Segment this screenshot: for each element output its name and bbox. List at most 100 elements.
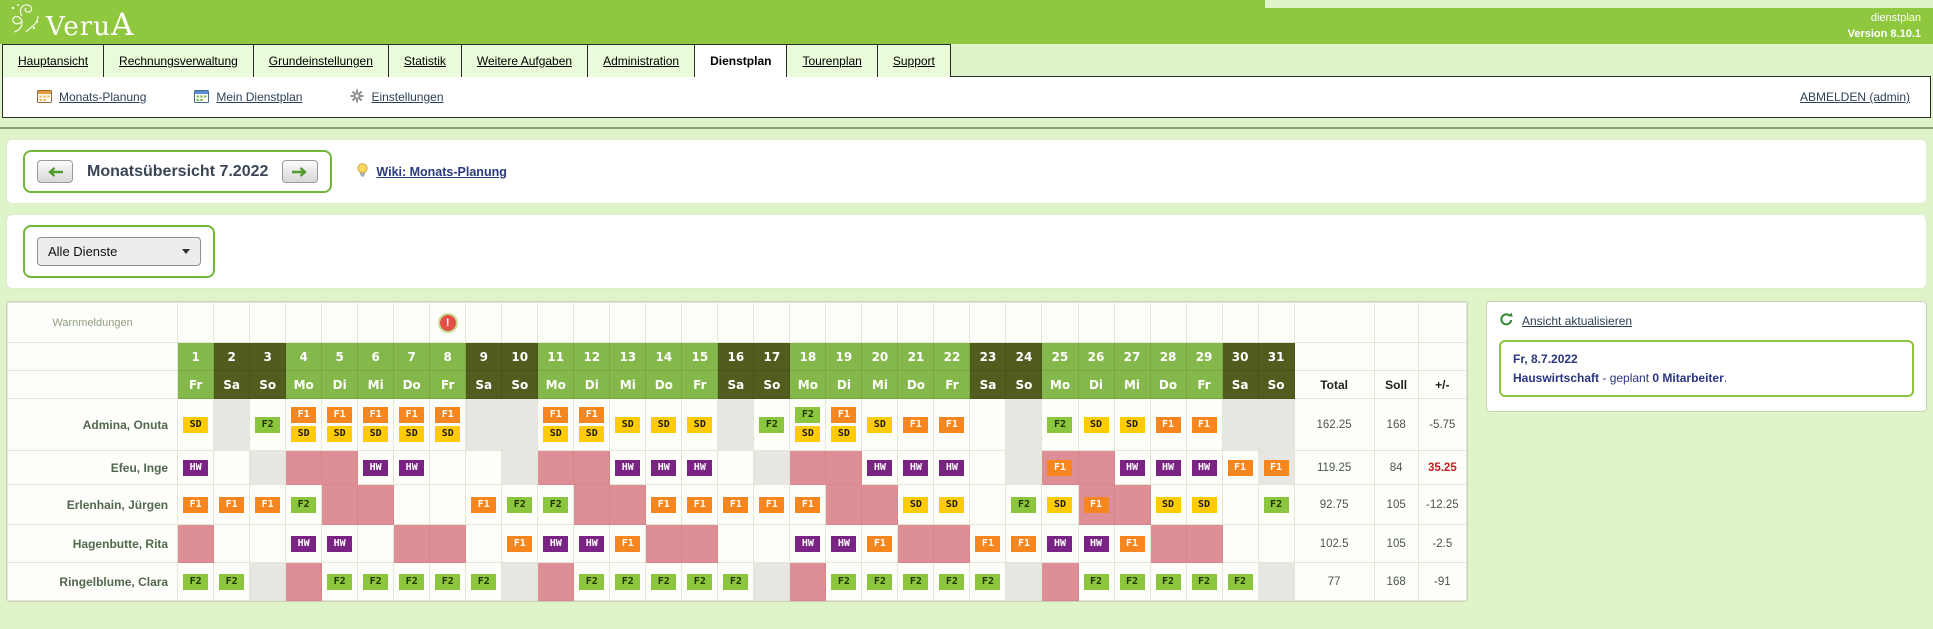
day-cell-6[interactable] (357, 484, 395, 525)
day-header-12[interactable]: 12 (573, 342, 611, 371)
day-cell-30[interactable] (1221, 398, 1259, 451)
day-cell-14[interactable]: SD (645, 398, 683, 451)
day-cell-12[interactable]: HW (573, 524, 611, 563)
wiki-link[interactable]: Wiki: Monats-Planung (356, 162, 507, 181)
day-cell-30[interactable] (1221, 524, 1259, 563)
day-cell-21[interactable]: HW (897, 450, 935, 485)
day-cell-28[interactable]: HW (1149, 450, 1187, 485)
day-cell-29[interactable]: SD (1185, 484, 1223, 525)
day-cell-21[interactable]: SD (897, 484, 935, 525)
day-cell-22[interactable]: F1 (933, 398, 971, 451)
tab-hauptansicht[interactable]: Hauptansicht (2, 44, 105, 77)
day-cell-4[interactable]: F2 (285, 484, 323, 525)
day-cell-8[interactable] (429, 524, 467, 563)
tab-administration[interactable]: Administration (587, 44, 696, 77)
day-cell-26[interactable]: F2 (1077, 562, 1115, 601)
day-cell-15[interactable]: HW (681, 450, 719, 485)
day-cell-10[interactable] (501, 450, 539, 485)
day-cell-26[interactable]: F1 (1077, 484, 1115, 525)
day-header-8[interactable]: 8 (429, 342, 467, 371)
day-cell-26[interactable] (1077, 450, 1115, 485)
day-cell-5[interactable]: F2 (321, 562, 359, 601)
day-cell-24[interactable] (1005, 450, 1043, 485)
day-cell-12[interactable]: F1 SD (573, 398, 611, 451)
day-header-22[interactable]: 22 (933, 342, 971, 371)
day-header-1[interactable]: 1 (177, 342, 215, 371)
day-cell-28[interactable]: F2 (1149, 562, 1187, 601)
tab-support[interactable]: Support (876, 44, 951, 77)
monats-planung-link[interactable]: Monats-Planung (37, 89, 146, 106)
day-cell-27[interactable]: F2 (1113, 562, 1151, 601)
day-header-4[interactable]: 4 (285, 342, 323, 371)
day-cell-29[interactable]: F2 (1185, 562, 1223, 601)
day-cell-28[interactable] (1149, 524, 1187, 563)
day-header-19[interactable]: 19 (825, 342, 863, 371)
day-header-11[interactable]: 11 (537, 342, 575, 371)
day-header-28[interactable]: 28 (1149, 342, 1187, 371)
day-cell-8[interactable] (429, 484, 467, 525)
day-cell-21[interactable]: F2 (897, 562, 935, 601)
day-header-6[interactable]: 6 (357, 342, 395, 371)
day-cell-31[interactable] (1257, 562, 1295, 601)
day-cell-13[interactable]: HW (609, 450, 647, 485)
day-cell-18[interactable]: HW (789, 524, 827, 563)
tab-rechnungsverwaltung[interactable]: Rechnungsverwaltung (103, 44, 254, 77)
day-cell-28[interactable]: SD (1149, 484, 1187, 525)
day-cell-22[interactable]: HW (933, 450, 971, 485)
day-cell-1[interactable]: HW (177, 450, 215, 485)
day-cell-31[interactable]: F1 (1257, 450, 1295, 485)
day-cell-3[interactable] (249, 450, 287, 485)
day-cell-25[interactable] (1041, 562, 1079, 601)
day-cell-22[interactable] (933, 524, 971, 563)
day-cell-1[interactable] (177, 524, 215, 563)
day-header-18[interactable]: 18 (789, 342, 827, 371)
day-cell-15[interactable]: F2 (681, 562, 719, 601)
tab-weitere-aufgaben[interactable]: Weitere Aufgaben (460, 44, 589, 77)
day-header-10[interactable]: 10 (501, 342, 539, 371)
day-cell-20[interactable] (861, 484, 899, 525)
day-cell-16[interactable] (717, 398, 755, 451)
day-cell-9[interactable] (465, 398, 503, 451)
day-cell-16[interactable]: F2 (717, 562, 755, 601)
day-cell-23[interactable] (969, 398, 1007, 451)
day-cell-13[interactable]: SD (609, 398, 647, 451)
day-cell-25[interactable]: F2 (1041, 398, 1079, 451)
day-header-17[interactable]: 17 (753, 342, 791, 371)
day-cell-31[interactable]: F2 (1257, 484, 1295, 525)
day-cell-18[interactable] (789, 450, 827, 485)
prev-month-button[interactable] (37, 160, 73, 183)
day-cell-8[interactable] (429, 450, 467, 485)
day-header-13[interactable]: 13 (609, 342, 647, 371)
day-cell-12[interactable] (573, 450, 611, 485)
day-cell-2[interactable]: F2 (213, 562, 251, 601)
day-cell-1[interactable]: SD (177, 398, 215, 451)
day-cell-25[interactable]: F1 (1041, 450, 1079, 485)
day-cell-11[interactable] (537, 450, 575, 485)
day-cell-16[interactable]: F1 (717, 484, 755, 525)
day-cell-14[interactable]: F2 (645, 562, 683, 601)
day-cell-9[interactable]: F2 (465, 562, 503, 601)
day-cell-6[interactable]: HW (357, 450, 395, 485)
day-header-31[interactable]: 31 (1257, 342, 1295, 371)
service-filter-select[interactable]: Alle Dienste (37, 237, 201, 266)
warning-icon[interactable]: ! (439, 314, 456, 331)
day-cell-31[interactable] (1257, 398, 1295, 451)
day-cell-11[interactable] (537, 562, 575, 601)
day-cell-11[interactable]: F1 SD (537, 398, 575, 451)
day-cell-1[interactable]: F1 (177, 484, 215, 525)
day-cell-27[interactable]: HW (1113, 450, 1151, 485)
tab-tourenplan[interactable]: Tourenplan (786, 44, 878, 77)
day-cell-16[interactable] (717, 450, 755, 485)
day-cell-20[interactable]: F1 (861, 524, 899, 563)
day-cell-7[interactable] (393, 524, 431, 563)
day-header-5[interactable]: 5 (321, 342, 359, 371)
day-cell-26[interactable]: HW (1077, 524, 1115, 563)
day-cell-17[interactable] (753, 562, 791, 601)
day-cell-14[interactable]: HW (645, 450, 683, 485)
day-cell-9[interactable] (465, 450, 503, 485)
day-cell-21[interactable]: F1 (897, 398, 935, 451)
day-cell-4[interactable]: HW (285, 524, 323, 563)
day-cell-27[interactable]: SD (1113, 398, 1151, 451)
mein-dienstplan-link[interactable]: Mein Dienstplan (194, 89, 302, 106)
day-header-20[interactable]: 20 (861, 342, 899, 371)
